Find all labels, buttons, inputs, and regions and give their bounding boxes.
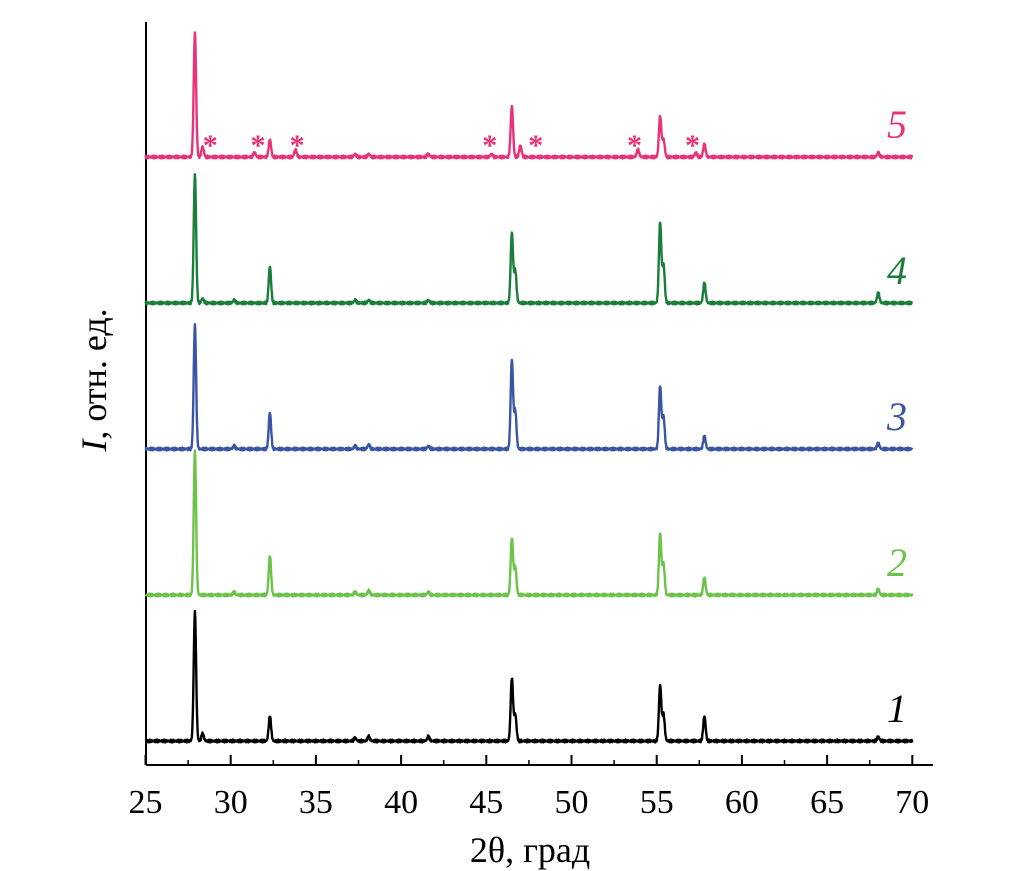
x-axis-ticks: 25 30 35 40 45 50 55 60 65 70 [129,755,929,821]
impurity-marker: * [250,129,265,162]
x-tick-label: 35 [299,784,333,821]
trace-label-3: 3 [886,394,907,439]
x-tick-label: 40 [384,784,418,821]
x-tick-label: 50 [555,784,589,821]
trace-5 [144,31,914,160]
trace-1 [144,609,914,744]
x-tick-label: 30 [214,784,248,821]
trace-label-1: 1 [887,686,907,731]
x-tick-label: 65 [810,784,844,821]
trace-label-5: 5 [887,102,907,147]
x-tick-label: 45 [469,784,503,821]
impurity-marker: * [290,129,305,162]
trace-label-2: 2 [887,540,907,585]
x-tick-label: 25 [129,784,163,821]
impurity-marker: * [627,129,642,162]
trace-2 [144,449,914,598]
impurity-marker: * [203,129,218,162]
xrd-traces [144,31,914,744]
trace-4 [144,173,914,306]
trace-labels: 1 2 3 4 5 [886,102,907,731]
axes-frame [145,22,933,766]
impurity-marker: * [685,129,700,162]
x-tick-label: 70 [895,784,929,821]
impurity-marker: * [482,129,497,162]
x-tick-label: 55 [640,784,674,821]
y-axis-symbol: I [74,438,114,453]
trace-label-4: 4 [887,248,907,293]
impurity-marker: * [528,129,543,162]
y-axis-unit: , отн. ед. [74,308,114,439]
impurity-markers: * * * * * * * [203,129,700,162]
x-axis-title: 2θ, град [470,830,590,870]
x-tick-label: 60 [725,784,759,821]
trace-3 [144,323,914,452]
y-axis-title: I, отн. ед. [74,308,114,452]
